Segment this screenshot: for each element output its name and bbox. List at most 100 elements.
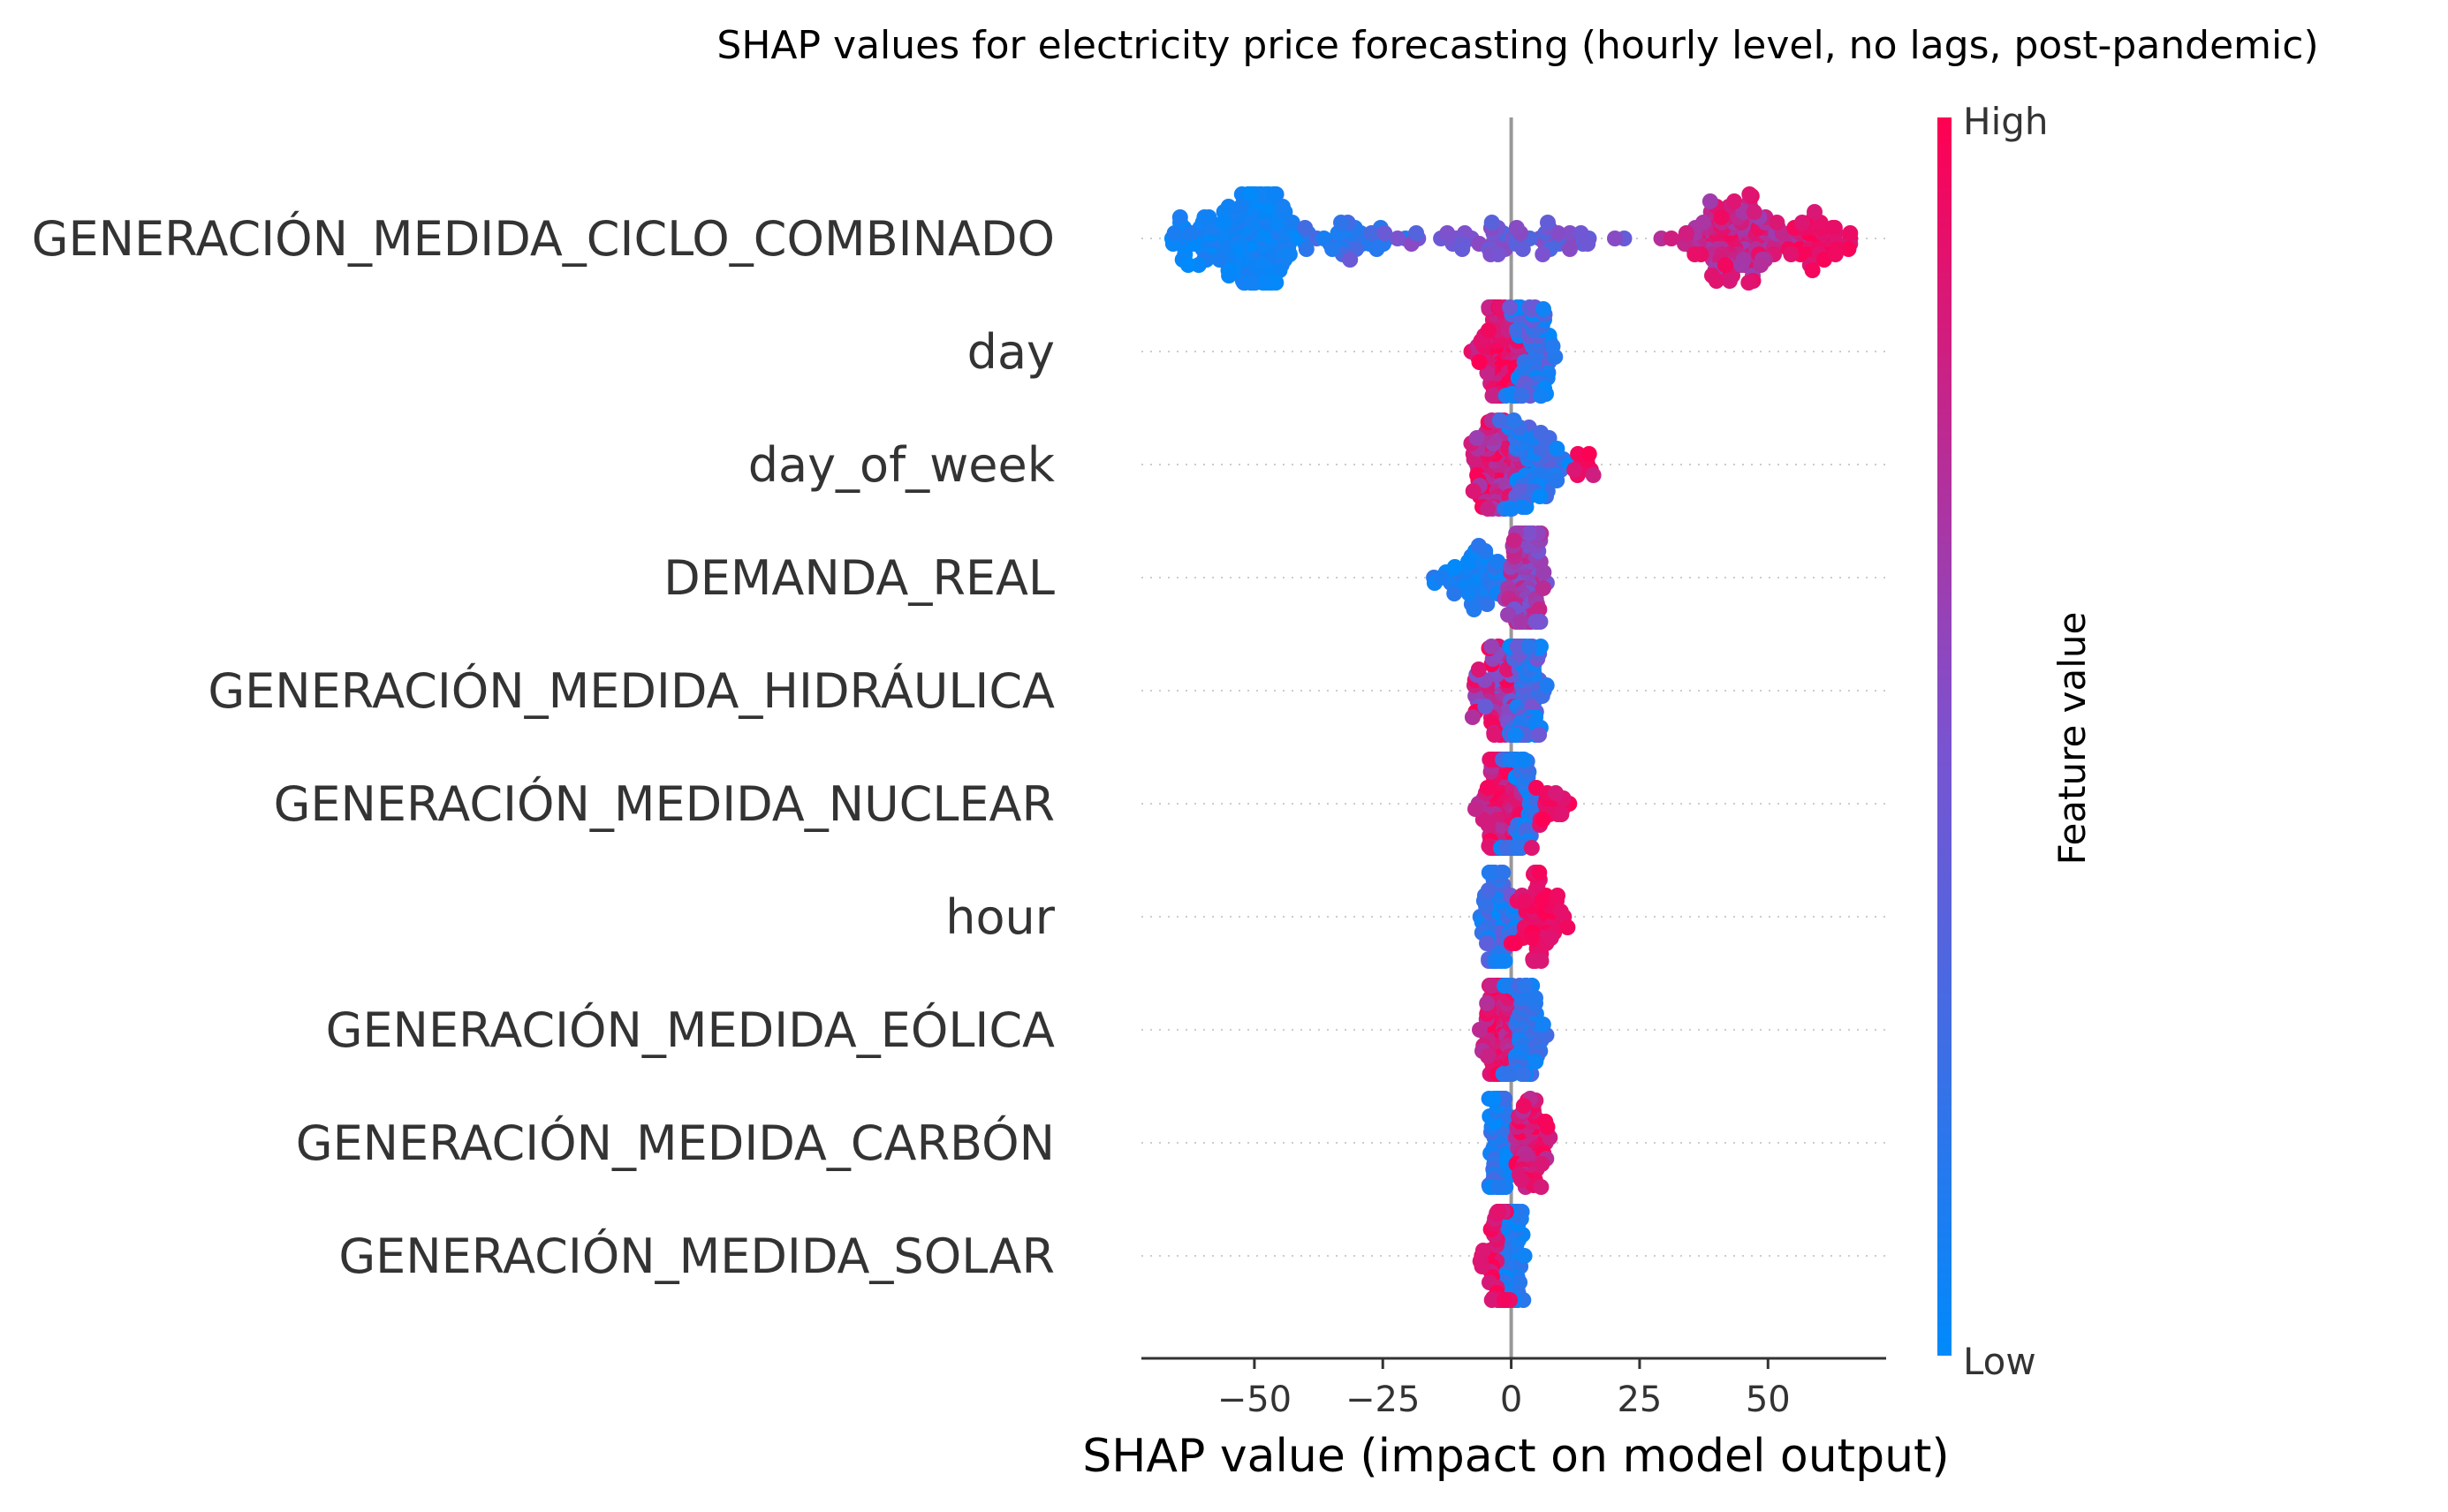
feature-label: DEMANDA_REAL	[663, 550, 1055, 606]
shap-point	[1182, 225, 1199, 241]
shap-point	[1466, 601, 1482, 617]
shap-point	[1201, 209, 1217, 225]
colorbar-title: Feature value	[2050, 612, 2094, 866]
shap-point	[1271, 262, 1288, 278]
shap-point	[1502, 299, 1519, 315]
shap-point	[1607, 231, 1623, 246]
shap-point	[1166, 225, 1183, 241]
shap-point	[1726, 193, 1743, 209]
shap-point	[1490, 1204, 1507, 1220]
shap-point	[1746, 204, 1762, 220]
chart-title: SHAP values for electricity price foreca…	[716, 23, 2318, 68]
colorbar-high-label: High	[1963, 100, 2049, 143]
shap-point	[1533, 1179, 1550, 1195]
shap-point	[1480, 322, 1497, 338]
shap-point	[1211, 252, 1228, 268]
shap-point	[1486, 727, 1503, 743]
shap-point	[1533, 639, 1549, 654]
shap-point	[1804, 262, 1821, 278]
shap-point	[1489, 1179, 1506, 1195]
shap-point	[1363, 225, 1380, 241]
shap-point	[1507, 727, 1524, 743]
shap-point	[1507, 935, 1524, 951]
feature-label: day_of_week	[748, 437, 1056, 493]
shap-point	[1566, 462, 1583, 478]
shap-point	[1464, 709, 1481, 725]
shap-point	[1532, 488, 1549, 504]
colorbar: High Low Feature value	[1937, 100, 2094, 1383]
shap-point	[1533, 953, 1550, 969]
shap-point	[1708, 273, 1724, 289]
shap-point	[1842, 225, 1859, 241]
shap-point	[1483, 215, 1500, 231]
shap-point	[1483, 639, 1500, 654]
feature-label: GENERACIÓN_MEDIDA_SOLAR	[338, 1228, 1055, 1284]
shap-point	[1580, 236, 1596, 252]
shap-point	[1480, 882, 1497, 898]
shap-point	[1516, 893, 1533, 909]
shap-point	[1793, 215, 1810, 231]
shap-point	[1542, 930, 1559, 946]
shap-point	[1508, 840, 1525, 856]
shap-point	[1221, 268, 1238, 284]
shap-point	[1446, 586, 1463, 601]
shap-point	[1460, 586, 1477, 601]
shap-point	[1489, 554, 1506, 570]
shap-point	[1470, 662, 1487, 677]
shap-point	[1485, 1091, 1502, 1107]
shap-point	[1534, 1156, 1550, 1172]
shap-point	[1553, 806, 1570, 822]
shap-point	[1840, 241, 1857, 257]
shap-point	[1562, 241, 1578, 257]
shap-point	[1516, 1248, 1533, 1264]
shap-point	[1298, 241, 1315, 257]
x-tick-label: 50	[1746, 1380, 1791, 1420]
shap-point	[1783, 246, 1800, 262]
shap-point	[1535, 246, 1551, 262]
shap-point	[1686, 246, 1703, 262]
shap-point	[1533, 388, 1550, 404]
shap-point	[1585, 467, 1602, 483]
shap-point	[1509, 639, 1526, 654]
shap-point	[1474, 1243, 1491, 1259]
shap-point	[1500, 1066, 1517, 1082]
shap-point	[1489, 246, 1506, 262]
shap-point	[1517, 978, 1534, 994]
shap-point	[1550, 888, 1565, 903]
shap-point	[1465, 483, 1482, 499]
shap-point	[1535, 564, 1552, 580]
shap-point	[1468, 430, 1485, 446]
shap-point	[1315, 231, 1332, 246]
shap-point	[1479, 596, 1496, 612]
shap-point	[1544, 338, 1561, 354]
shap-point	[1515, 1098, 1532, 1114]
colorbar-low-label: Low	[1963, 1340, 2036, 1383]
shap-point	[1220, 199, 1237, 215]
shap-point	[1807, 204, 1823, 220]
shap-point	[1508, 220, 1525, 236]
shap-point	[1559, 919, 1576, 935]
shap-point	[1485, 388, 1501, 404]
shap-point	[1480, 501, 1497, 517]
shap-point	[1552, 903, 1569, 919]
shap-point	[1502, 501, 1519, 517]
shap-point	[1515, 752, 1532, 767]
shap-point	[1678, 225, 1694, 241]
shap-point	[1531, 865, 1548, 881]
shap-point	[1333, 215, 1349, 231]
shap-point	[1733, 257, 1750, 273]
x-axis: −50 −25 0 25 50	[1141, 1357, 1886, 1420]
shap-point	[1505, 533, 1522, 548]
shap-point	[1324, 241, 1341, 257]
shap-point	[1540, 215, 1556, 231]
shap-point	[1535, 1017, 1551, 1032]
shap-point	[1769, 215, 1785, 231]
shap-point	[1520, 525, 1537, 541]
shap-point	[1550, 225, 1566, 241]
shap-point	[1439, 225, 1456, 241]
shap-point	[1701, 193, 1718, 209]
shap-point	[1433, 570, 1450, 586]
shap-point	[1232, 199, 1249, 215]
shap-point	[1491, 412, 1508, 428]
shap-point	[1477, 699, 1494, 714]
